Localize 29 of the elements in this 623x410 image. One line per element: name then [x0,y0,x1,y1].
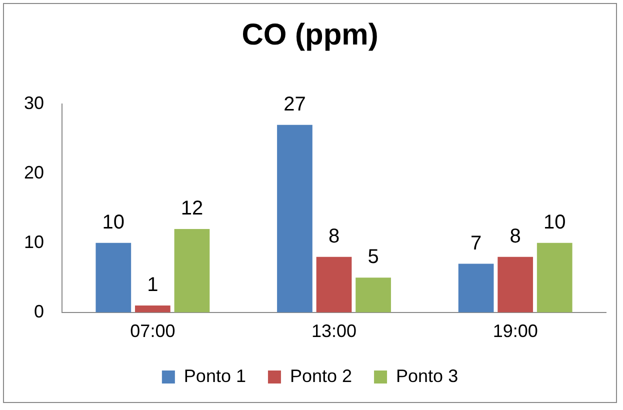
bar [174,229,210,312]
data-label: 8 [328,225,340,248]
data-label: 7 [470,232,482,254]
x-tick-label: 19:00 [492,321,538,342]
data-label: 1 [147,274,158,296]
y-tick-label: 30 [24,92,44,113]
bar [277,124,312,312]
y-tick-label: 10 [24,232,44,252]
data-label: 10 [544,211,566,234]
data-label: 10 [102,211,125,234]
y-tick-label: 0 [34,301,44,322]
legend-label: Ponto 2 [290,366,352,386]
bar [96,242,132,312]
bar [536,242,572,312]
data-label: 12 [180,198,204,220]
data-label: 8 [510,225,521,248]
legend-label: Ponto 3 [396,366,458,386]
bar [135,305,170,312]
data-label: 5 [368,246,379,268]
x-tick-label: 07:00 [130,321,176,342]
bar [458,264,494,312]
data-label: 27 [284,93,306,116]
bar [316,256,352,312]
y-tick-label: 20 [24,162,44,182]
bar [498,256,534,312]
x-tick-label: 13:00 [311,321,357,342]
bar [356,278,391,312]
chart-title: CO (ppm) [242,18,378,52]
legend-label: Ponto 1 [184,366,246,386]
